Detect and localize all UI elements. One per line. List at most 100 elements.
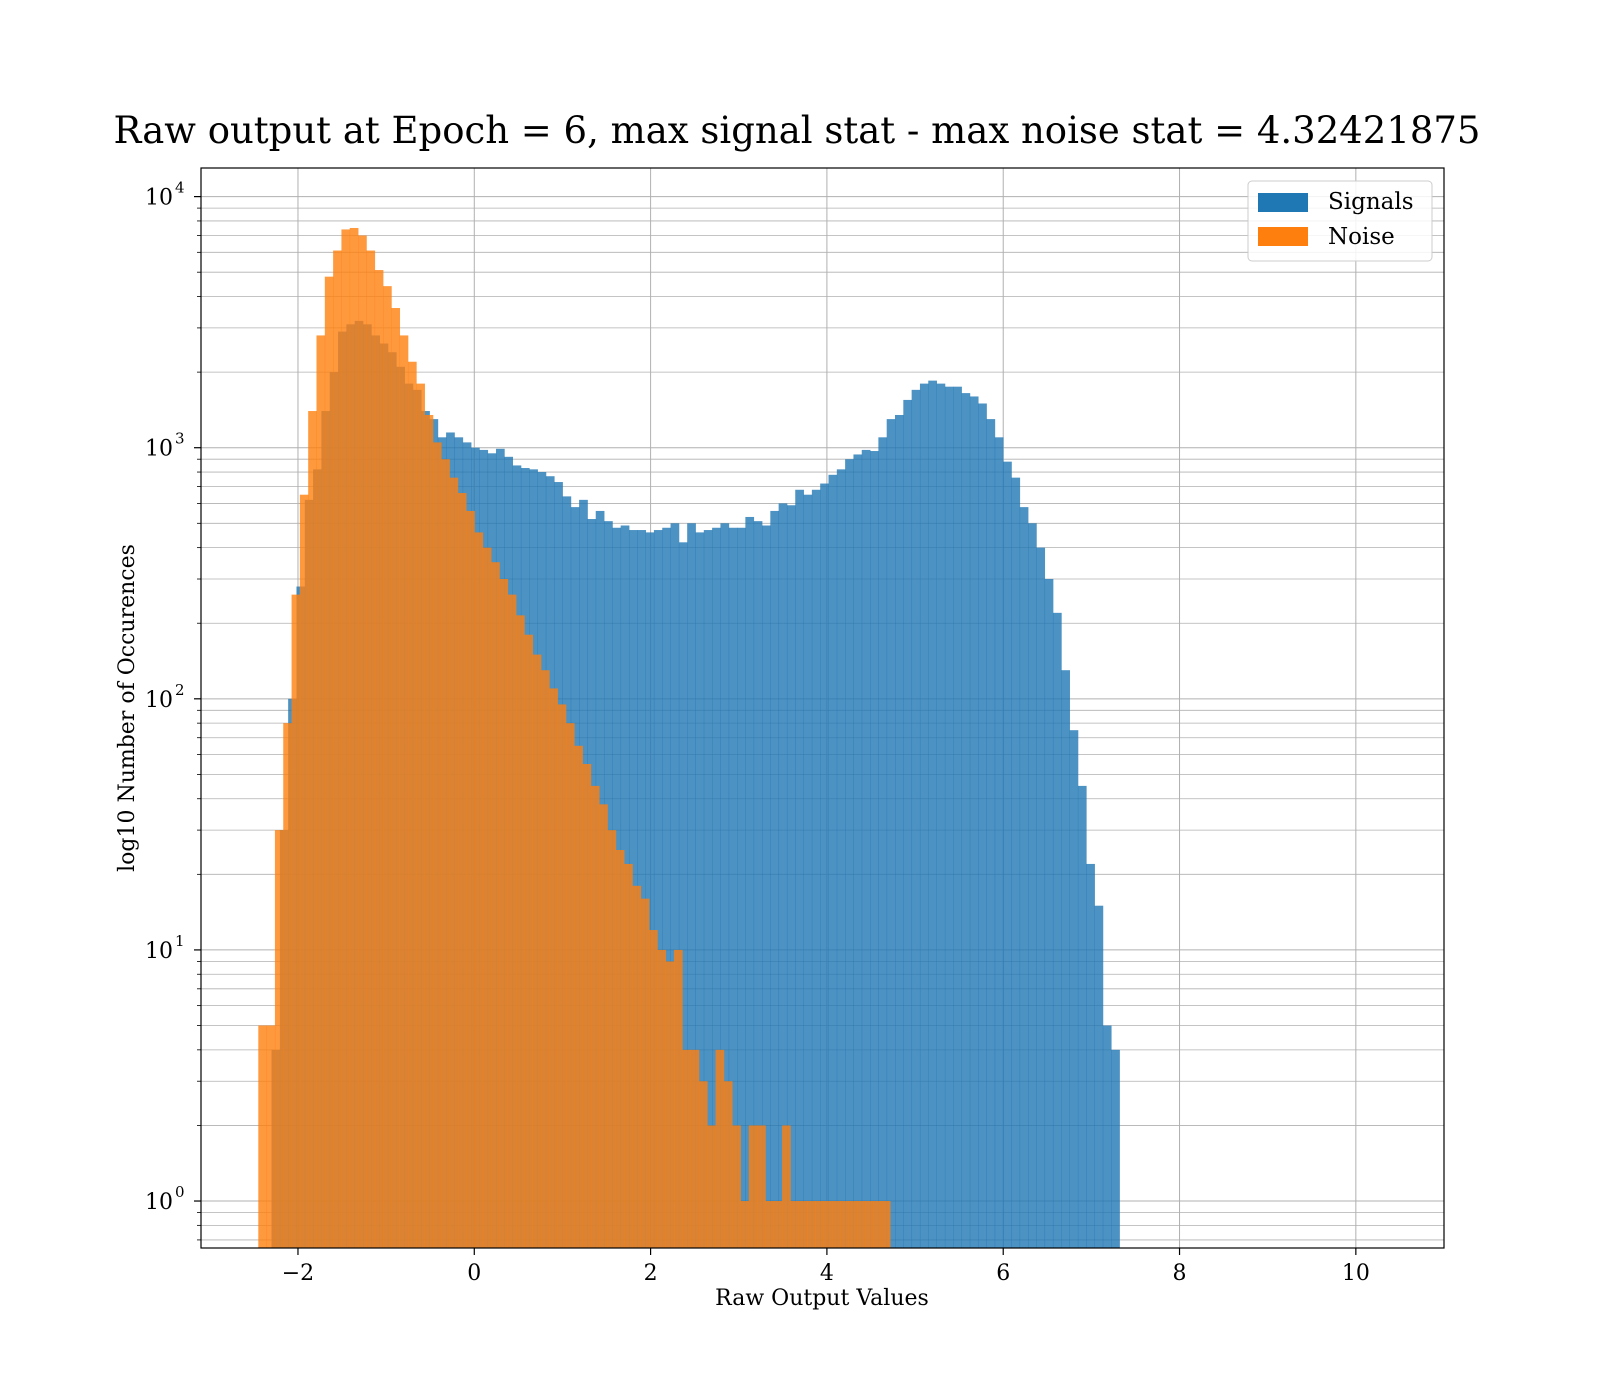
signals-bar-88 — [1003, 461, 1012, 1248]
signals-bar-67 — [828, 474, 838, 1248]
noise-bar-51 — [682, 1049, 691, 1248]
noise-bar-27 — [482, 547, 492, 1248]
noise-bar-72 — [856, 1201, 866, 1248]
noise-bar-37 — [565, 723, 575, 1248]
signals-bar-47 — [662, 527, 671, 1248]
noise-bar-13 — [366, 250, 376, 1248]
signals-bar-80 — [936, 383, 946, 1249]
noise-bar-48 — [657, 949, 667, 1248]
noise-bar-21 — [432, 442, 442, 1248]
noise-bar-4 — [291, 594, 301, 1248]
signals-bar-84 — [969, 396, 979, 1248]
legend-label-noise: Noise — [1328, 224, 1395, 250]
signals-bar-64 — [803, 494, 813, 1248]
noise-bar-20 — [424, 414, 434, 1249]
signals-bar-85 — [978, 403, 987, 1248]
noise-bar-10 — [341, 229, 351, 1248]
signals-bar-96 — [1069, 730, 1079, 1248]
signals-bar-58 — [753, 521, 763, 1248]
x-tick-label-0: −2 — [282, 1261, 314, 1286]
signals-bar-93 — [1044, 579, 1054, 1248]
y-tick-exponent-3: 3 — [175, 430, 185, 448]
signals-bar-78 — [919, 383, 929, 1249]
y-tick-label-4: 10 — [145, 186, 173, 211]
noise-bar-34 — [540, 670, 550, 1248]
noise-bar-65 — [798, 1201, 808, 1248]
noise-bar-49 — [665, 961, 675, 1248]
signals-bar-77 — [911, 389, 921, 1248]
y-tick-exponent-1: 1 — [175, 932, 185, 950]
noise-bar-22 — [441, 459, 450, 1248]
signals-bar-45 — [645, 532, 655, 1248]
y-tick-exponent-0: 0 — [175, 1183, 185, 1201]
noise-bar-40 — [590, 785, 600, 1248]
signals-bar-70 — [853, 454, 863, 1248]
noise-bar-17 — [399, 335, 409, 1249]
noise-bar-75 — [881, 1201, 891, 1248]
signals-bar-72 — [870, 451, 879, 1248]
signals-bar-56 — [737, 527, 746, 1248]
noise-bar-31 — [516, 615, 525, 1248]
x-tick-label-3: 4 — [820, 1261, 834, 1286]
noise-bar-60 — [757, 1125, 766, 1248]
signals-bar-50 — [687, 523, 696, 1248]
noise-bar-74 — [873, 1201, 883, 1248]
signals-bar-92 — [1036, 547, 1046, 1248]
signals-bar-53 — [712, 527, 721, 1248]
noise-bar-38 — [574, 745, 583, 1248]
noise-bar-57 — [732, 1125, 741, 1248]
x-axis-ticks: −2 0 2 4 6 8 10 — [282, 1248, 1370, 1286]
y-tick-label-3: 10 — [145, 437, 173, 462]
noise-bar-14 — [374, 270, 384, 1248]
signals-bar-59 — [761, 525, 771, 1248]
signals-bar-49 — [678, 542, 688, 1248]
noise-bar-41 — [599, 804, 608, 1248]
plot-frame — [200, 167, 1445, 1249]
signals-bar-95 — [1061, 670, 1070, 1248]
noise-bar-70 — [840, 1201, 849, 1248]
noise-bar-69 — [831, 1201, 841, 1248]
noise-bar-54 — [707, 1125, 716, 1248]
x-tick-label-4: 6 — [996, 1261, 1010, 1286]
signals-bar-69 — [845, 459, 854, 1248]
signals-bar-73 — [878, 437, 888, 1248]
noise-bar-24 — [457, 493, 467, 1248]
signals-bar-97 — [1077, 785, 1087, 1248]
noise-bar-66 — [806, 1201, 816, 1248]
noise-bar-50 — [673, 949, 683, 1248]
noise-bar-58 — [740, 1201, 750, 1248]
y-tick-label-1: 10 — [145, 939, 173, 964]
noise-bar-26 — [474, 532, 484, 1248]
noise-bar-62 — [773, 1201, 783, 1248]
noise-bar-3 — [283, 723, 292, 1248]
noise-bar-19 — [416, 383, 425, 1249]
noise-bar-73 — [865, 1201, 874, 1248]
signals-bar-79 — [928, 380, 937, 1248]
noise-bar-67 — [815, 1201, 824, 1248]
legend: Signals Noise — [1247, 180, 1433, 262]
noise-bar-71 — [848, 1201, 858, 1248]
signals-bar-62 — [786, 505, 796, 1248]
x-tick-label-5: 8 — [1173, 1261, 1187, 1286]
signals-bar-74 — [886, 419, 896, 1248]
signals-bar-90 — [1019, 507, 1029, 1248]
noise-bar-36 — [557, 704, 567, 1248]
signals-bar-61 — [778, 503, 788, 1249]
signals-bar-52 — [703, 530, 713, 1248]
signals-bar-65 — [811, 489, 821, 1248]
signals-bar-48 — [670, 523, 680, 1248]
noise-bar-45 — [632, 885, 642, 1248]
y-axis-label: log10 Number of Occurences — [115, 544, 140, 872]
signals-bar-87 — [994, 437, 1004, 1248]
noise-bar-33 — [532, 654, 542, 1248]
noise-bar-23 — [449, 477, 459, 1248]
signals-bar-68 — [836, 469, 846, 1248]
noise-bar-46 — [640, 898, 650, 1248]
noise-bar-0 — [258, 1025, 268, 1248]
noise-bar-43 — [615, 849, 625, 1248]
noise-bar-68 — [823, 1201, 833, 1248]
signals-bar-63 — [795, 489, 804, 1248]
signals-bar-94 — [1052, 612, 1062, 1248]
